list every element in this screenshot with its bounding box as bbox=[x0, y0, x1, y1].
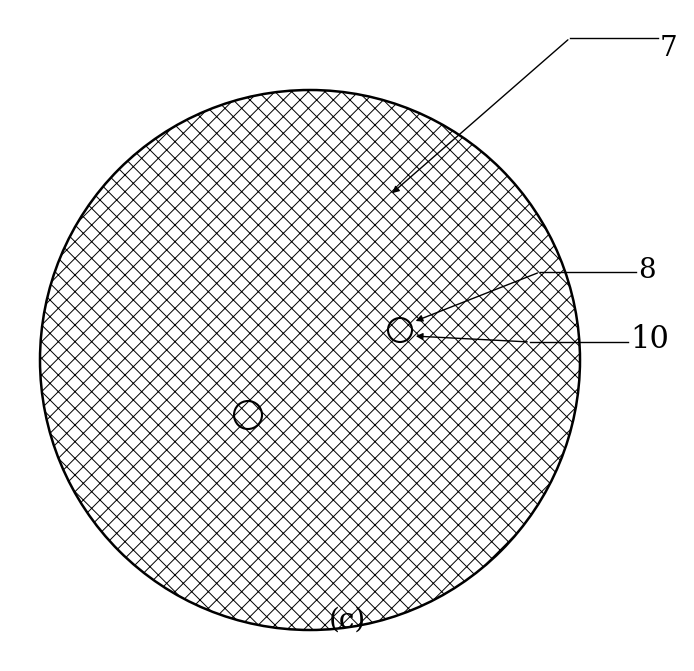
Text: 8: 8 bbox=[638, 256, 656, 284]
Text: 10: 10 bbox=[630, 325, 669, 356]
Text: (c): (c) bbox=[328, 607, 366, 633]
Circle shape bbox=[40, 90, 580, 630]
Text: 7: 7 bbox=[660, 35, 678, 62]
